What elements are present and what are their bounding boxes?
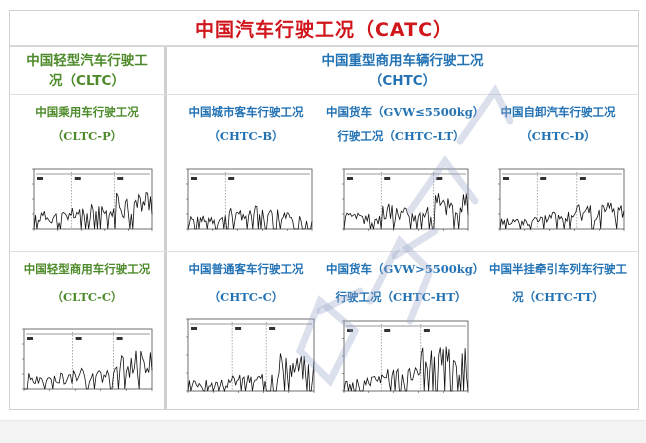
- phase-marker: [540, 177, 547, 180]
- cltc-p-cycle-plot: [32, 168, 153, 231]
- phase-marker: [436, 177, 443, 180]
- speed-trace: [187, 353, 315, 393]
- phase-marker: [347, 329, 353, 332]
- cell-chtc-b-line1: 中国城市客车行驶工况: [188, 105, 304, 119]
- cell-chtc-ht-line2: 行驶工况（CHTC-HT）: [335, 290, 467, 304]
- table-frame: 中国汽车行驶工况（CATC） 中国轻型汽车行驶工 况（CLTC） 中国重型商用车…: [9, 10, 639, 410]
- plot-frame: [343, 168, 469, 230]
- cell-chtc-c-line1: 中国普通客车行驶工况: [188, 262, 304, 276]
- phase-marker: [27, 337, 33, 340]
- phase-marker: [579, 177, 586, 180]
- phase-marker: [423, 329, 430, 332]
- speed-trace: [343, 346, 469, 392]
- page-title: 中国汽车行驶工况（CATC）: [194, 18, 454, 41]
- plot-frame: [499, 168, 625, 230]
- chtc-group-header: 中国重型商用车辆行驶工况 （CHTC）: [167, 51, 638, 91]
- speed-trace: [33, 192, 153, 230]
- speed-trace: [499, 202, 625, 231]
- chtc-c-cycle-plot: [186, 318, 315, 393]
- cell-chtc-d-line2: （CHTC-D）: [520, 129, 596, 143]
- cell-chtc-tt-line2: 况（CHTC-TT）: [512, 290, 604, 304]
- phase-marker: [75, 337, 82, 340]
- row-divider: [10, 251, 638, 252]
- title-bar: 中国汽车行驶工况（CATC）: [10, 11, 638, 47]
- phase-marker: [74, 177, 81, 180]
- cell-chtc-tt-line1: 中国半挂牵引车列车行驶工: [489, 262, 627, 276]
- chtc-header-line2: （CHTC）: [368, 73, 437, 89]
- speed-trace: [24, 350, 153, 390]
- cltc-c-cycle-plot: [22, 328, 153, 391]
- chtc-header-line1: 中国重型商用车辆行驶工况: [321, 53, 484, 69]
- cell-cltc-p-line1: 中国乘用车行驶工况: [35, 105, 139, 119]
- speed-trace: [343, 193, 469, 230]
- cltc-header-line2: 况（CLTC）: [49, 73, 125, 89]
- phase-marker: [228, 177, 235, 180]
- group-divider: [164, 47, 167, 409]
- chtc-lt-cycle-plot: [342, 168, 469, 231]
- cell-chtc-b-line2: （CHTC-B）: [208, 129, 284, 143]
- phase-marker: [503, 177, 509, 180]
- phase-marker: [384, 329, 391, 332]
- phase-marker: [384, 177, 391, 180]
- phase-marker: [191, 177, 197, 180]
- plot-frame: [187, 168, 313, 230]
- phase-marker: [269, 327, 276, 330]
- cell-cltc-p-line2: （CLTC-P）: [51, 129, 123, 143]
- phase-marker: [347, 177, 353, 180]
- cell-chtc-c-line2: （CHTC-C）: [208, 290, 284, 304]
- cell-chtc-d-line1: 中国自卸汽车行驶工况: [500, 105, 616, 119]
- header-divider: [10, 94, 638, 95]
- chtc-b-cycle-plot: [186, 168, 313, 231]
- plot-frame: [33, 168, 153, 230]
- phase-marker: [37, 177, 43, 180]
- phase-marker: [116, 337, 123, 340]
- plot-frame: [23, 328, 153, 390]
- cltc-group-header: 中国轻型汽车行驶工 况（CLTC）: [10, 51, 164, 91]
- cell-chtc-ht-line1: 中国货车（GVW>5500kg）: [326, 262, 485, 276]
- cltc-header-line1: 中国轻型汽车行驶工: [26, 53, 148, 69]
- phase-marker: [117, 177, 124, 180]
- cell-cltc-c-line2: （CLTC-C）: [51, 290, 123, 304]
- cell-chtc-lt-line2: 行驶工况（CHTC-LT）: [337, 129, 465, 143]
- cell-chtc-lt-line1: 中国货车（GVW≤5500kg）: [326, 105, 485, 119]
- phase-marker: [235, 327, 242, 330]
- cell-cltc-c-line1: 中国轻型商用车行驶工况: [23, 262, 151, 276]
- phase-marker: [191, 327, 197, 330]
- chtc-d-cycle-plot: [498, 168, 625, 231]
- speed-trace: [187, 205, 313, 230]
- footer-strip: [0, 420, 646, 443]
- chtc-ht-cycle-plot: [342, 320, 469, 393]
